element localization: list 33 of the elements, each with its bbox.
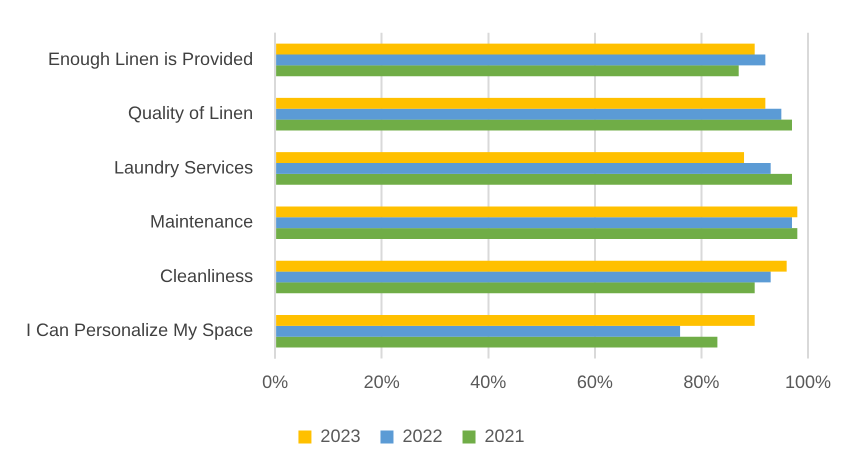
x-tick-label: 80% — [683, 372, 720, 392]
bar — [276, 282, 755, 294]
bar — [276, 163, 771, 174]
bar — [276, 44, 755, 55]
y-tick-label: Cleanliness — [160, 266, 254, 286]
bar — [276, 228, 798, 240]
legend-label: 2021 — [484, 426, 525, 446]
legend-label: 2023 — [320, 426, 360, 446]
y-tick-label: Quality of Linen — [128, 103, 254, 124]
bar — [276, 314, 755, 326]
bar — [276, 260, 787, 272]
bar — [276, 217, 792, 228]
bar — [276, 108, 782, 120]
bar — [276, 120, 792, 130]
x-tick-label: 0% — [262, 372, 288, 392]
y-tick-label: Laundry Services — [114, 157, 254, 178]
y-tick-label: I Can Personalize My Space — [26, 320, 254, 340]
bar — [276, 336, 718, 348]
x-tick-label: 60% — [576, 372, 613, 392]
x-tick-label: 40% — [470, 372, 506, 392]
bar — [276, 152, 744, 164]
legend-label: 2022 — [402, 426, 443, 446]
bar — [276, 54, 766, 66]
bar — [276, 98, 766, 109]
x-tick-label: 100% — [784, 372, 832, 392]
bar — [276, 206, 798, 218]
bar — [276, 65, 739, 76]
x-tick-label: 20% — [364, 372, 400, 392]
bar — [276, 174, 792, 185]
bar — [276, 326, 680, 337]
y-tick-label: Enough Linen is Provided — [48, 48, 254, 69]
y-tick-label: Maintenance — [150, 212, 254, 232]
bar — [276, 272, 771, 282]
